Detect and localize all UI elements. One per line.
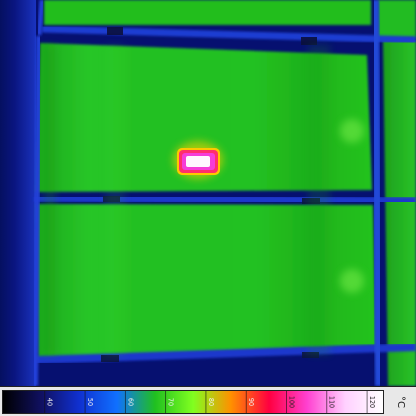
colorbar-tick-label: 80 xyxy=(207,398,215,406)
colorbar-fill xyxy=(3,391,383,413)
lower-horizontal-frame xyxy=(35,343,416,364)
colorbar-tick-label: 120 xyxy=(368,396,376,408)
colorbar-tick-label: 70 xyxy=(166,398,174,406)
hotspot xyxy=(173,141,223,179)
band-2 xyxy=(105,45,125,355)
middle-horizontal-frame xyxy=(33,194,416,205)
right-module-strip xyxy=(383,40,416,386)
clamp-block-5 xyxy=(101,355,119,362)
band-1 xyxy=(44,45,56,355)
colorbar-tick-label: 90 xyxy=(247,398,255,406)
warm-spot-lower-right xyxy=(340,269,364,293)
warm-spot-upper-right xyxy=(340,119,364,143)
temperature-colorbar: 40 50 60 70 80 90 100 110 120 °C xyxy=(0,386,416,416)
colorbar-svg: 40 50 60 70 80 90 100 110 120 xyxy=(3,391,383,413)
temperature-unit-label: °C xyxy=(395,396,406,408)
colorbar-tick-label: 110 xyxy=(328,396,336,408)
colorbar-tick-label: 40 xyxy=(46,398,54,406)
clamp-block-1 xyxy=(107,27,123,35)
thermal-image xyxy=(0,0,416,386)
upper-horizontal-frame xyxy=(41,25,416,44)
thermal-image-svg xyxy=(0,0,416,386)
top-right-module-strip xyxy=(378,0,416,38)
left-vertical-frame xyxy=(32,35,42,386)
band-3 xyxy=(308,45,330,355)
left-cold-frame xyxy=(0,0,36,386)
clamp-block-2 xyxy=(301,37,317,45)
colorbar-tick-label: 60 xyxy=(126,398,134,406)
colorbar-gradient: 40 50 60 70 80 90 100 110 120 xyxy=(2,390,384,414)
colorbar-tick-label: 100 xyxy=(287,396,295,408)
top-module-strip xyxy=(44,0,371,25)
top-vertical-frame xyxy=(36,0,45,36)
colorbar-tick-label: 50 xyxy=(86,398,94,406)
right-vertical-frame xyxy=(371,0,383,386)
